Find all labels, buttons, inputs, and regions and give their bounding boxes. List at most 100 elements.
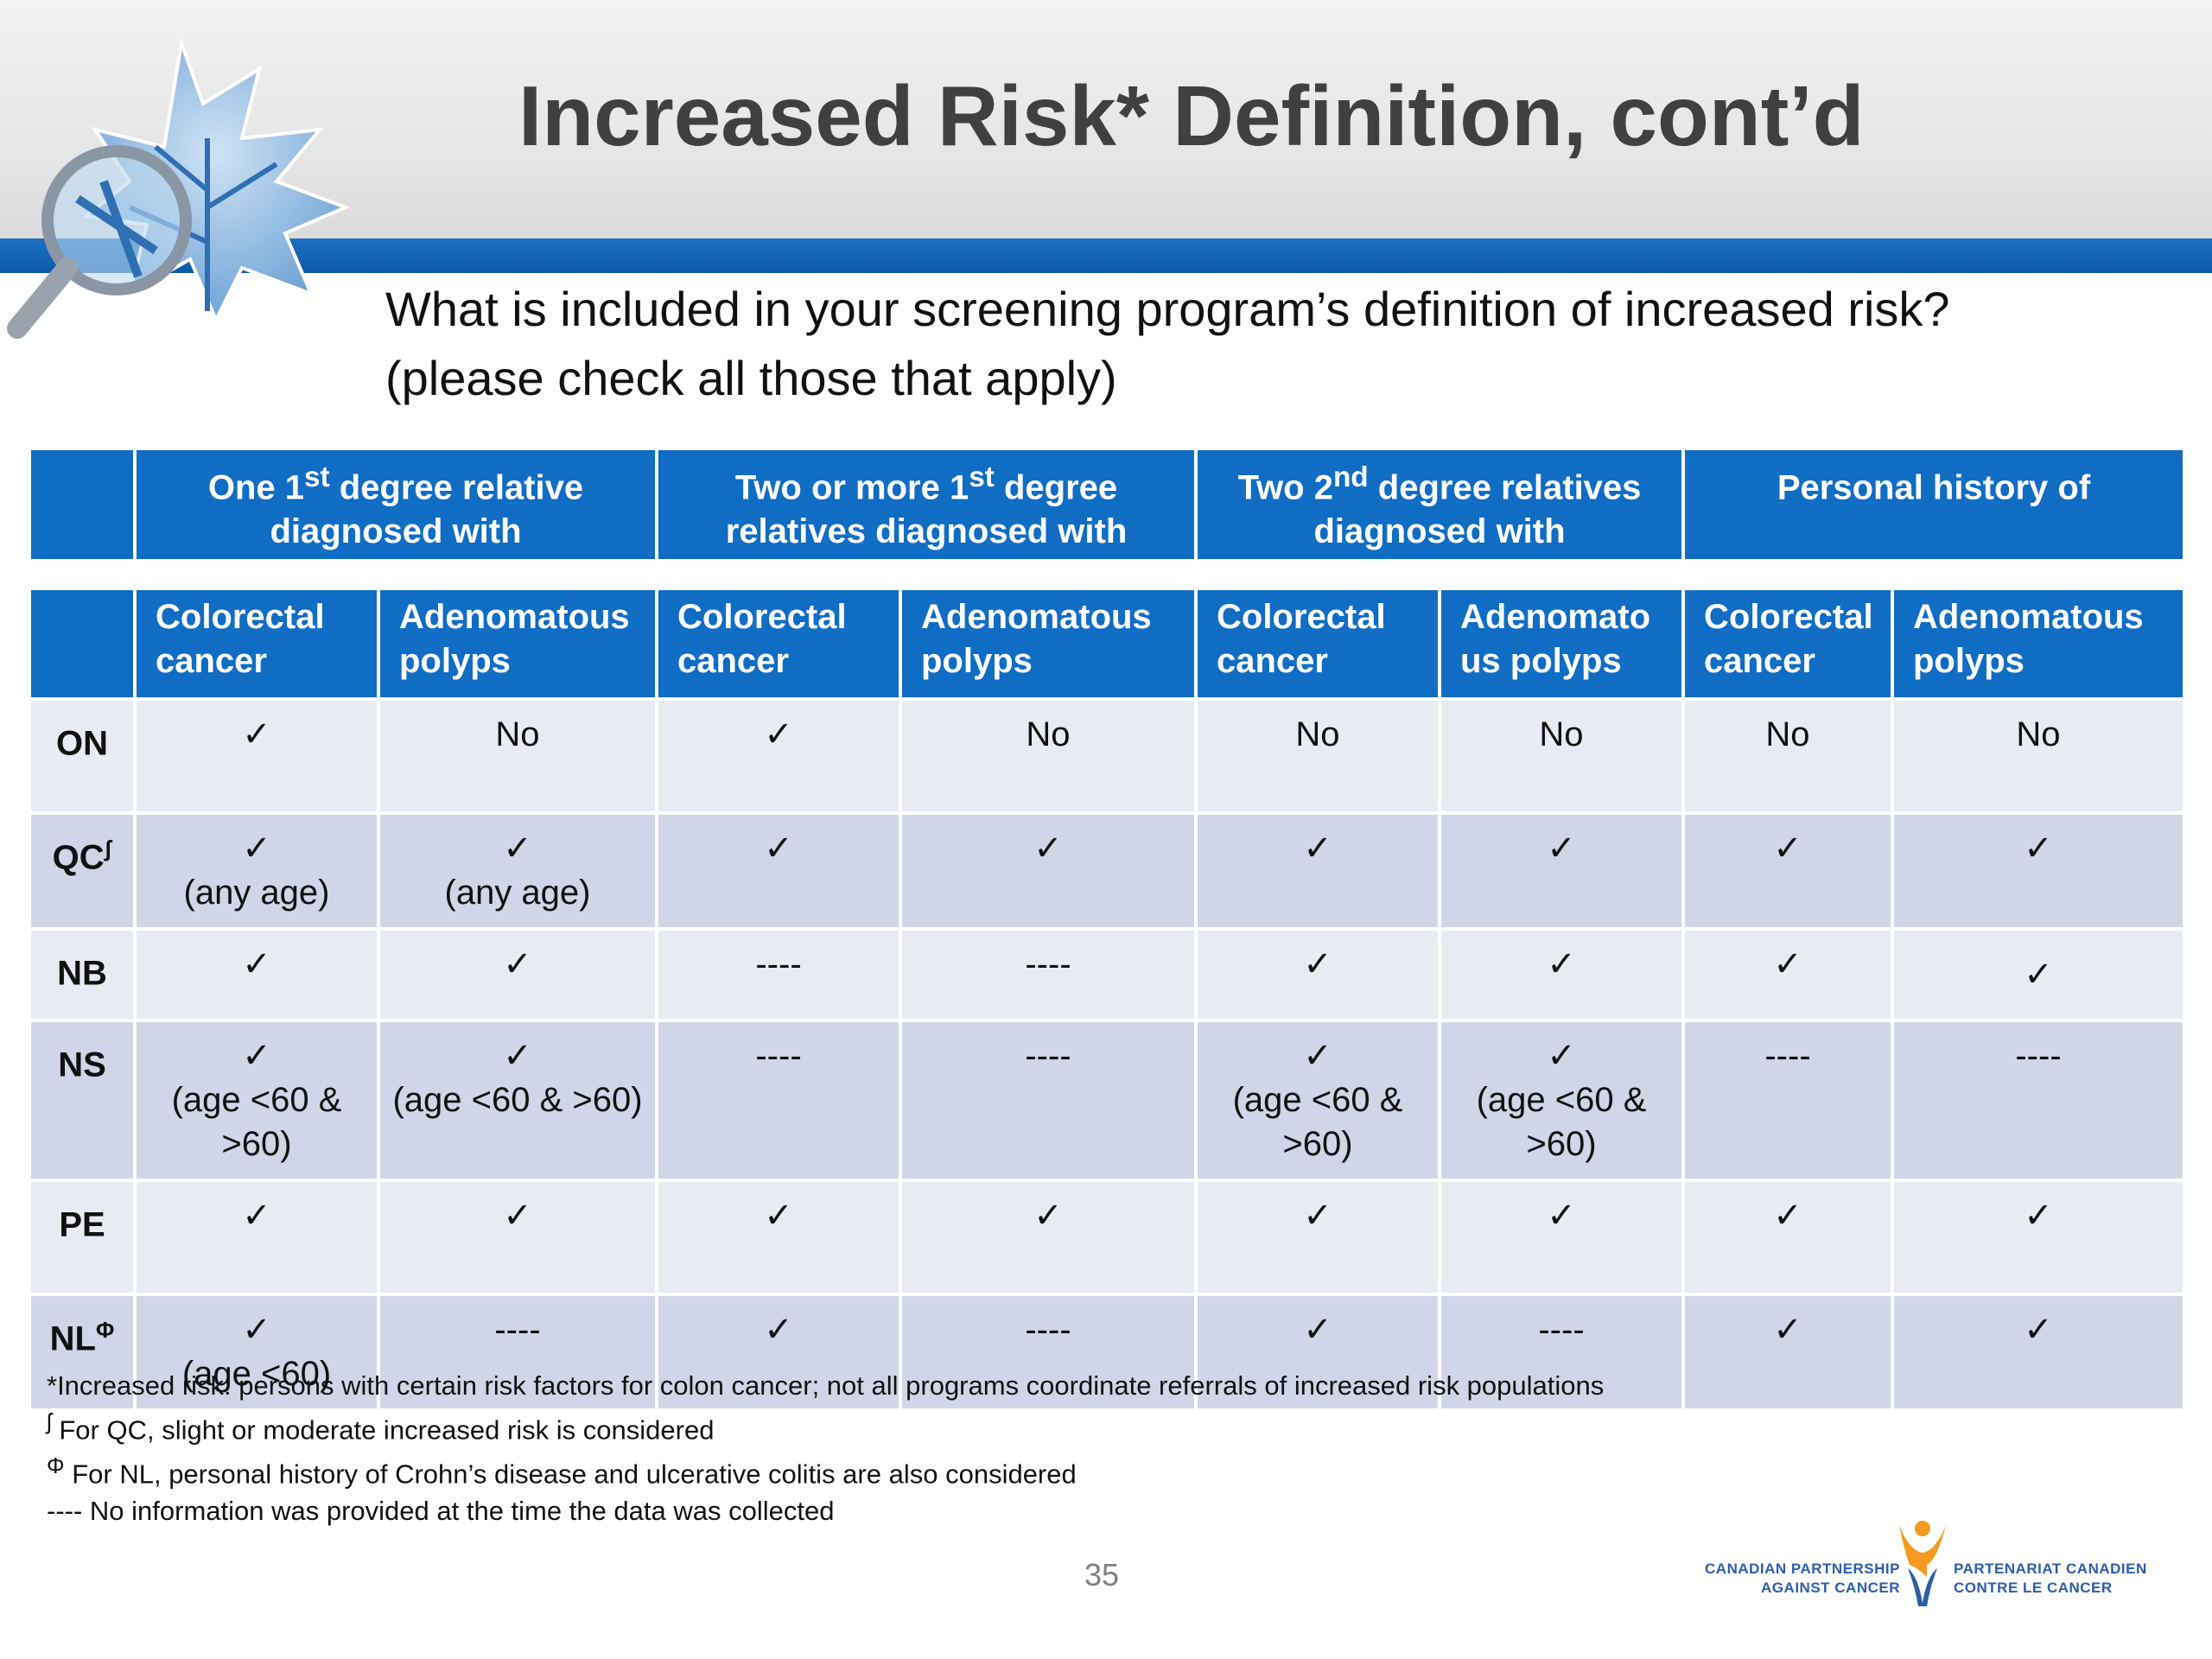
cell-value: No (1295, 715, 1340, 754)
province-label: NL (49, 1319, 96, 1358)
province-label: QC (52, 838, 105, 877)
checkmark-icon: ✓ (1303, 1037, 1332, 1076)
table-cell: ✓ (1894, 931, 2183, 1020)
cell-value: No (495, 715, 540, 754)
footnote-text: *Increased risk: persons with certain ri… (47, 1370, 1605, 1401)
checkmark-icon: ✓ (1547, 830, 1576, 868)
checkmark-icon: ✓ (1303, 830, 1332, 868)
table-cell: ✓ (1198, 1296, 1438, 1409)
table-cell: ---- (1685, 1022, 1891, 1179)
checkmark-icon: ✓ (2024, 956, 2053, 995)
group-header-text: degree relatives diagnosed with (1313, 468, 1642, 551)
footnotes: *Increased risk: persons with certain ri… (47, 1368, 1604, 1529)
cell-note: (age <60 & >60) (1232, 1081, 1403, 1164)
checkmark-icon: ✓ (1773, 1197, 1802, 1236)
table-cell: ✓ (380, 1182, 655, 1294)
table-cell: ✓ (1198, 931, 1438, 1020)
cell-note: (any age) (183, 874, 330, 912)
table-cell: ✓ (137, 701, 377, 812)
increased-risk-table: One 1st degree relative diagnosed with T… (28, 447, 2186, 1412)
cell-value: ---- (1538, 1311, 1585, 1350)
header-background (0, 0, 2212, 251)
cell-value: ---- (1025, 1311, 1071, 1350)
table-cell: ✓ (1441, 1182, 1681, 1294)
corner-cell (31, 450, 133, 560)
checkmark-icon: ✓ (764, 1311, 793, 1350)
table-cell: ---- (1894, 1022, 2183, 1179)
table-cell: ✓ (1441, 931, 1681, 1020)
logo-text-en: CANADIAN PARTNERSHIP AGAINST CANCER (1705, 1560, 1900, 1598)
table-cell: ✓ (137, 931, 377, 1020)
group-header-one-first-degree: One 1st degree relative diagnosed with (137, 450, 655, 560)
sub-header: Adenomatous polyps (1894, 590, 2183, 698)
table-cell: No (1198, 701, 1438, 812)
table-row: ON ✓ No ✓ No No No No No (31, 701, 2183, 812)
question-text: What is included in your screening progr… (385, 275, 1950, 413)
spacer (31, 563, 2183, 588)
table-cell: ✓ (any age) (380, 815, 655, 928)
checkmark-icon: ✓ (1773, 830, 1802, 868)
table-cell: ✓ (658, 701, 899, 812)
table-cell: ✓ (902, 1182, 1194, 1294)
sub-header: Adenomato us polyps (1441, 590, 1681, 698)
page-number: 35 (1084, 1557, 1120, 1592)
table-cell: No (1685, 701, 1891, 812)
sub-header: Colorectal cancer (658, 590, 899, 698)
cell-value: ---- (755, 945, 802, 984)
checkmark-icon: ✓ (764, 830, 793, 868)
table-cell: ---- (380, 1296, 655, 1409)
province-cell: ON (31, 701, 133, 812)
table-cell: ✓ (age <60 & >60) (380, 1022, 655, 1179)
table-cell: ✓ (1685, 1296, 1891, 1409)
table-cell: No (1441, 701, 1681, 812)
footnote-text: ---- No information was provided at the … (47, 1495, 835, 1526)
checkmark-icon: ✓ (1547, 945, 1576, 984)
cell-note: (age <60 & >60) (392, 1081, 643, 1120)
checkmark-icon: ✓ (1303, 1197, 1332, 1236)
table-cell: ✓ (658, 1182, 899, 1294)
province-footnote-mark: ʃ (104, 836, 112, 862)
checkmark-icon: ✓ (242, 715, 271, 754)
province-label: PE (59, 1205, 105, 1244)
group-header-text: Two 2 (1237, 468, 1333, 507)
checkmark-icon: ✓ (1303, 1311, 1332, 1350)
table-cell: ✓ (1198, 1182, 1438, 1294)
table-row: NS ✓ (age <60 & >60) ✓ (age <60 & >60) ---- --… (31, 1022, 2183, 1179)
maple-leaf-magnifier-icon (7, 36, 351, 339)
checkmark-icon: ✓ (503, 830, 532, 868)
cell-value: ---- (755, 1037, 802, 1076)
cell-value: No (1765, 715, 1810, 754)
footnote-mark: ʃ (47, 1410, 52, 1434)
sub-header: Colorectal cancer (137, 590, 377, 698)
province-label: NB (57, 954, 107, 993)
table-cell: ✓ (1685, 931, 1891, 1020)
table-cell: ✓ (1685, 815, 1891, 928)
logo-text-line: AGAINST CANCER (1761, 1580, 1900, 1596)
group-header-text: Personal history of (1777, 468, 2091, 507)
table-cell: ✓ (age <60 & >60) (1198, 1022, 1438, 1179)
checkmark-icon: ✓ (242, 830, 271, 868)
table-cell: No (902, 701, 1194, 812)
cell-value: ---- (494, 1311, 541, 1350)
table-cell: ---- (1441, 1296, 1681, 1409)
spacer-row (31, 563, 2183, 588)
table-cell: ✓ (1685, 1182, 1891, 1294)
table-cell: ✓ (1198, 815, 1438, 928)
checkmark-icon: ✓ (1773, 945, 1802, 984)
sub-header: Adenomatous polyps (902, 590, 1194, 698)
cell-note: (age <60) (181, 1355, 332, 1394)
footnote: ---- No information was provided at the … (47, 1493, 1604, 1529)
table-cell: ---- (902, 1022, 1194, 1179)
corner-cell (31, 590, 133, 698)
cell-value: ---- (1764, 1037, 1811, 1076)
checkmark-icon: ✓ (1547, 1037, 1576, 1076)
table-row: QCʃ ✓ (any age) ✓ (any age) ✓ ✓ ✓ ✓ ✓ ✓ (31, 815, 2183, 928)
cell-note: (age <60 & >60) (171, 1081, 342, 1164)
footnote-text: For NL, personal history of Crohn’s dise… (64, 1459, 1077, 1490)
logo-text-line: CANADIAN PARTNERSHIP (1705, 1560, 1900, 1577)
province-cell: PE (31, 1182, 133, 1294)
cell-value: ---- (2015, 1037, 2062, 1076)
checkmark-icon: ✓ (242, 1311, 271, 1350)
checkmark-icon: ✓ (2024, 830, 2053, 868)
question-line-2: (please check all those that apply) (385, 351, 1117, 405)
